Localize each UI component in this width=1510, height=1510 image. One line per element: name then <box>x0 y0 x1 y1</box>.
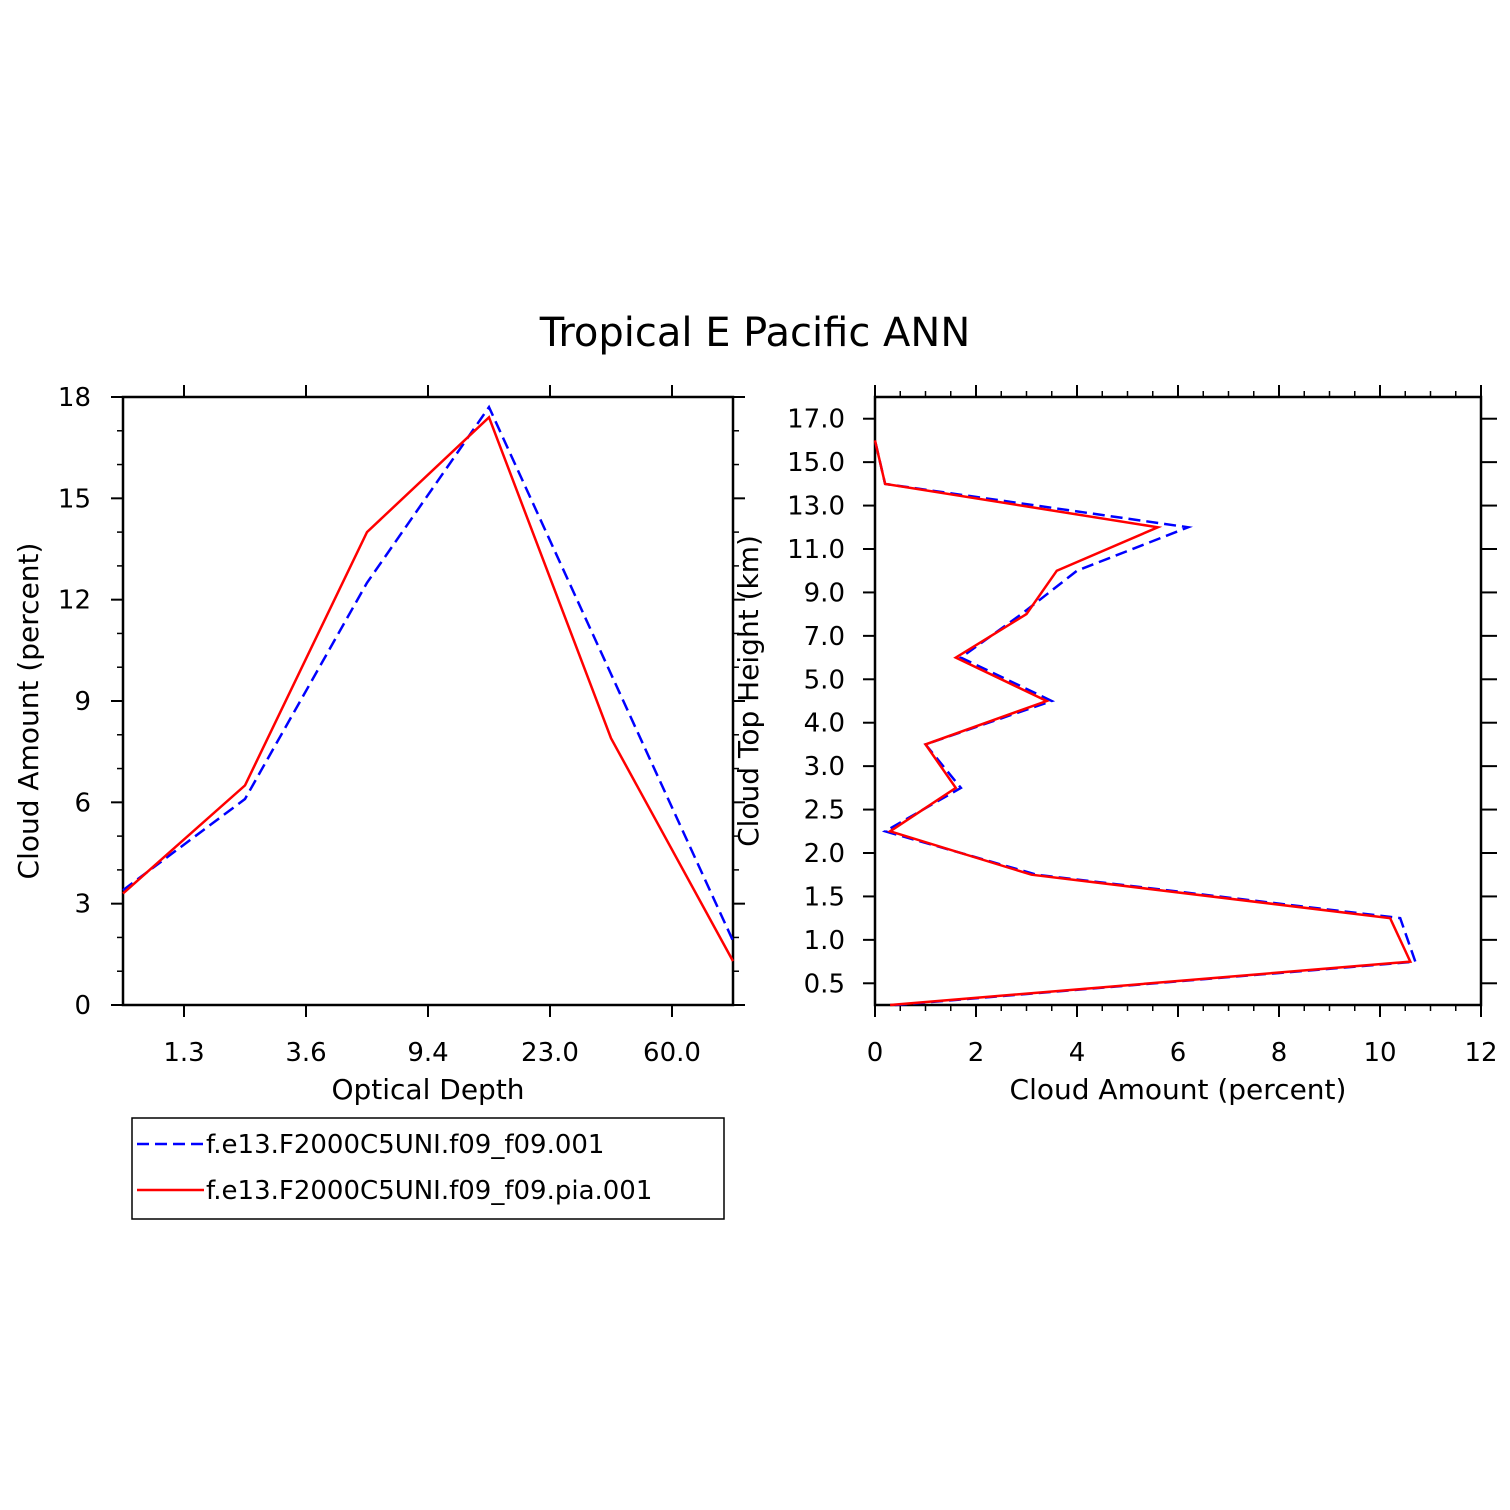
y-tick-label: 0.5 <box>804 969 845 999</box>
legend-label-series-b: f.e13.F2000C5UNI.f09_f09.pia.001 <box>206 1176 652 1206</box>
x-tick-label: 12 <box>1464 1038 1497 1068</box>
series-b-line <box>122 415 735 962</box>
legend-label-series-a: f.e13.F2000C5UNI.f09_f09.001 <box>206 1130 604 1160</box>
y-tick-label: 17.0 <box>787 405 845 435</box>
legend-box <box>131 1117 725 1220</box>
y-tick-label: 5.0 <box>804 665 845 695</box>
y-tick-label: 1.0 <box>804 926 845 956</box>
y-tick-label: 2.0 <box>804 839 845 869</box>
cloud-height-plot: 0 2 4 6 8 10 12 0.5 1.0 1.5 2.0 2.5 3.0 4.0 5.0 7.0 9.0 1… <box>732 385 1498 1106</box>
y-tick-label: 2.5 <box>804 796 845 826</box>
x-tick-label: 60.0 <box>643 1038 701 1068</box>
x-tick-label: 0 <box>867 1038 884 1068</box>
y-tick-label: 7.0 <box>804 622 845 652</box>
y-tick-label: 15 <box>58 484 91 514</box>
x-tick-label: 8 <box>1271 1038 1288 1068</box>
series-b-line <box>873 440 1413 1007</box>
y-axis-label: Cloud Top Height (km) <box>732 535 765 847</box>
legend: f.e13.F2000C5UNI.f09_f09.001 f.e13.F2000… <box>131 1117 725 1220</box>
y-tick-label: 4.0 <box>804 709 845 739</box>
plot-frame <box>121 395 735 1007</box>
y-tick-label: 11.0 <box>787 535 845 565</box>
x-tick-label: 9.4 <box>407 1038 448 1068</box>
x-tick-label: 10 <box>1363 1038 1396 1068</box>
y-tick-label: 6 <box>74 788 91 818</box>
y-axis-label: Cloud Amount (percent) <box>12 543 45 880</box>
series-a-line <box>122 404 735 942</box>
x-axis-label: Cloud Amount (percent) <box>1010 1073 1347 1106</box>
y-tick-label: 3.0 <box>804 752 845 782</box>
y-tick-label: 9 <box>74 687 91 717</box>
x-tick-label: 4 <box>1069 1038 1086 1068</box>
optical-depth-plot: 0 3 6 9 12 15 18 1.3 3.6 9.4 23.0 60.0 Optical Depth… <box>12 383 745 1106</box>
x-tick-label: 23.0 <box>521 1038 579 1068</box>
x-tick-label: 1.3 <box>163 1038 204 1068</box>
x-tick-label: 6 <box>1170 1038 1187 1068</box>
y-tick-label: 3 <box>74 890 91 920</box>
y-tick-label: 9.0 <box>804 578 845 608</box>
x-tick-label: 3.6 <box>285 1038 326 1068</box>
y-tick-label: 18 <box>58 383 91 413</box>
y-tick-label: 13.0 <box>787 492 845 522</box>
plot-frame <box>873 395 1483 1007</box>
x-axis-label: Optical Depth <box>331 1073 524 1106</box>
y-tick-label: 1.5 <box>804 882 845 912</box>
x-tick-label: 2 <box>968 1038 985 1068</box>
y-tick-label: 15.0 <box>787 448 845 478</box>
figure-title: Tropical E Pacific ANN <box>539 310 970 356</box>
y-tick-label: 12 <box>58 586 91 616</box>
y-tick-label: 0 <box>74 991 91 1021</box>
